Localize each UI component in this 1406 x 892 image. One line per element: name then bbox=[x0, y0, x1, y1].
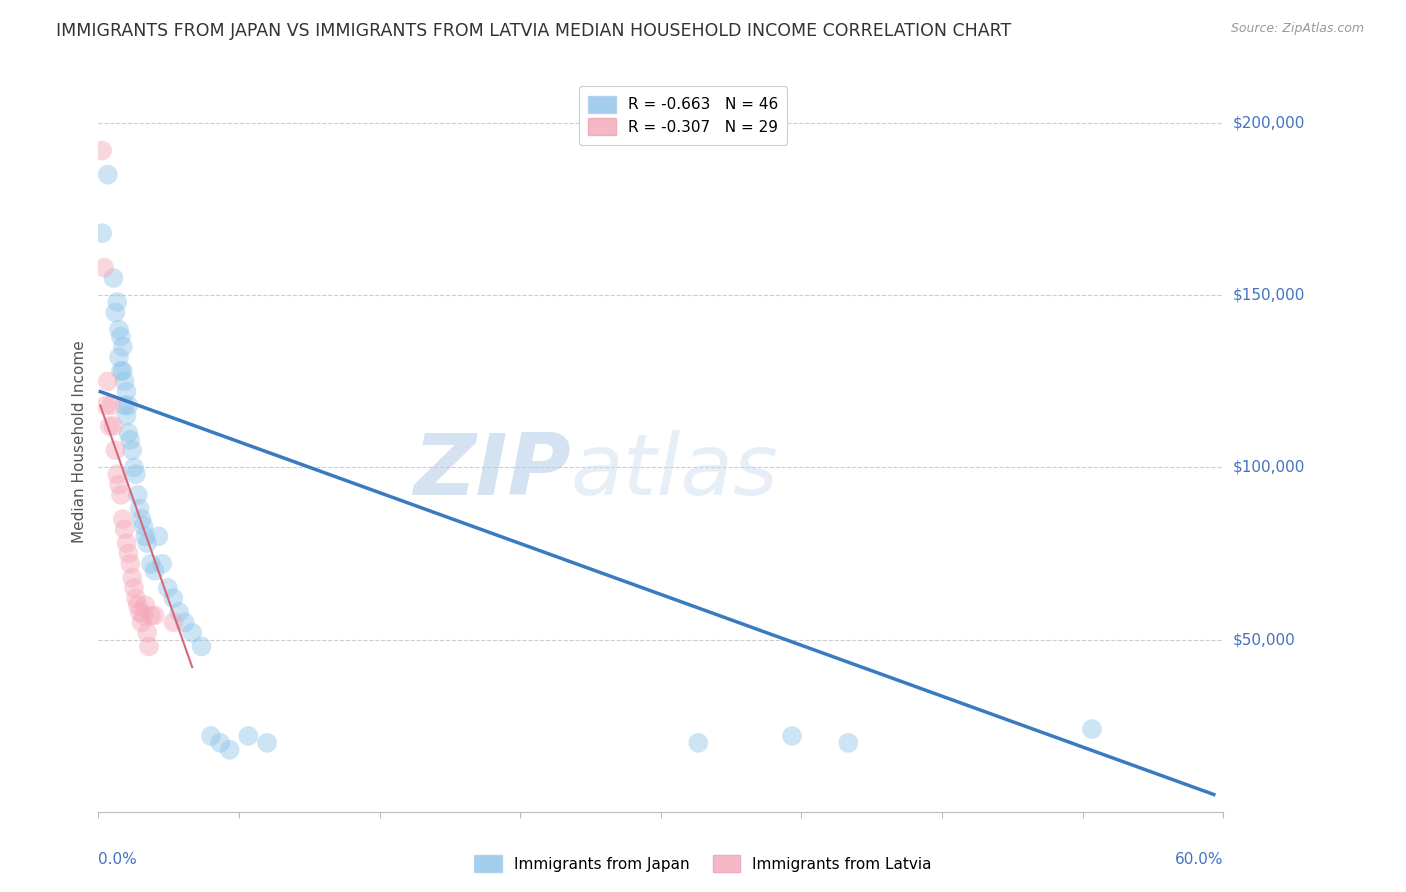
Point bbox=[181, 625, 204, 640]
Text: $150,000: $150,000 bbox=[1233, 288, 1305, 302]
Point bbox=[108, 323, 131, 337]
Point bbox=[139, 557, 162, 571]
Point bbox=[143, 608, 166, 623]
Point bbox=[115, 384, 138, 399]
Point bbox=[93, 260, 115, 275]
Point bbox=[136, 625, 159, 640]
Text: 0.0%: 0.0% bbox=[98, 853, 138, 867]
Point bbox=[111, 512, 134, 526]
Point bbox=[97, 168, 120, 182]
Point bbox=[117, 398, 139, 412]
Point bbox=[131, 615, 153, 630]
Point bbox=[127, 488, 149, 502]
Point bbox=[150, 557, 173, 571]
Point bbox=[162, 615, 184, 630]
Point bbox=[114, 374, 136, 388]
Point bbox=[148, 529, 170, 543]
Point bbox=[139, 608, 162, 623]
Text: $50,000: $50,000 bbox=[1233, 632, 1295, 647]
Text: IMMIGRANTS FROM JAPAN VS IMMIGRANTS FROM LATVIA MEDIAN HOUSEHOLD INCOME CORRELAT: IMMIGRANTS FROM JAPAN VS IMMIGRANTS FROM… bbox=[56, 22, 1011, 40]
Point bbox=[122, 460, 145, 475]
Point bbox=[105, 295, 128, 310]
Point bbox=[121, 570, 143, 584]
Point bbox=[110, 488, 132, 502]
Point bbox=[105, 467, 128, 482]
Point bbox=[97, 374, 120, 388]
Point bbox=[128, 605, 150, 619]
Text: $200,000: $200,000 bbox=[1233, 115, 1305, 130]
Point bbox=[114, 398, 136, 412]
Point bbox=[209, 736, 232, 750]
Point bbox=[111, 364, 134, 378]
Legend: R = -0.663   N = 46, R = -0.307   N = 29: R = -0.663 N = 46, R = -0.307 N = 29 bbox=[579, 87, 787, 145]
Text: atlas: atlas bbox=[571, 430, 779, 513]
Point bbox=[131, 512, 153, 526]
Point bbox=[98, 419, 121, 434]
Point bbox=[143, 564, 166, 578]
Point bbox=[1081, 722, 1104, 736]
Point bbox=[132, 519, 155, 533]
Text: 60.0%: 60.0% bbox=[1175, 853, 1223, 867]
Y-axis label: Median Household Income: Median Household Income bbox=[72, 340, 87, 543]
Point bbox=[780, 729, 803, 743]
Point bbox=[134, 529, 156, 543]
Point bbox=[115, 409, 138, 423]
Point bbox=[104, 305, 127, 319]
Point bbox=[173, 615, 195, 630]
Point bbox=[128, 501, 150, 516]
Point bbox=[837, 736, 859, 750]
Point bbox=[125, 467, 148, 482]
Point bbox=[103, 419, 125, 434]
Point bbox=[125, 591, 148, 606]
Point bbox=[91, 226, 114, 240]
Point bbox=[117, 546, 139, 560]
Point bbox=[110, 329, 132, 343]
Point bbox=[94, 398, 117, 412]
Point bbox=[108, 477, 131, 491]
Point bbox=[190, 640, 212, 654]
Text: ZIP: ZIP bbox=[413, 430, 571, 513]
Point bbox=[132, 608, 155, 623]
Point bbox=[120, 557, 142, 571]
Point bbox=[256, 736, 278, 750]
Text: Source: ZipAtlas.com: Source: ZipAtlas.com bbox=[1230, 22, 1364, 36]
Point bbox=[167, 605, 190, 619]
Point bbox=[122, 581, 145, 595]
Point bbox=[238, 729, 260, 743]
Point bbox=[121, 443, 143, 458]
Point bbox=[108, 350, 131, 364]
Point bbox=[104, 443, 127, 458]
Point bbox=[91, 144, 114, 158]
Point bbox=[688, 736, 710, 750]
Point bbox=[114, 522, 136, 536]
Point bbox=[110, 364, 132, 378]
Point bbox=[162, 591, 184, 606]
Point bbox=[200, 729, 222, 743]
Point bbox=[100, 398, 122, 412]
Text: $100,000: $100,000 bbox=[1233, 460, 1305, 475]
Point bbox=[127, 598, 149, 612]
Legend: Immigrants from Japan, Immigrants from Latvia: Immigrants from Japan, Immigrants from L… bbox=[467, 847, 939, 880]
Point bbox=[218, 743, 240, 757]
Point bbox=[156, 581, 179, 595]
Point bbox=[120, 433, 142, 447]
Point bbox=[117, 425, 139, 440]
Point bbox=[111, 340, 134, 354]
Point bbox=[136, 536, 159, 550]
Point bbox=[134, 598, 156, 612]
Point bbox=[103, 271, 125, 285]
Point bbox=[115, 536, 138, 550]
Point bbox=[138, 640, 160, 654]
